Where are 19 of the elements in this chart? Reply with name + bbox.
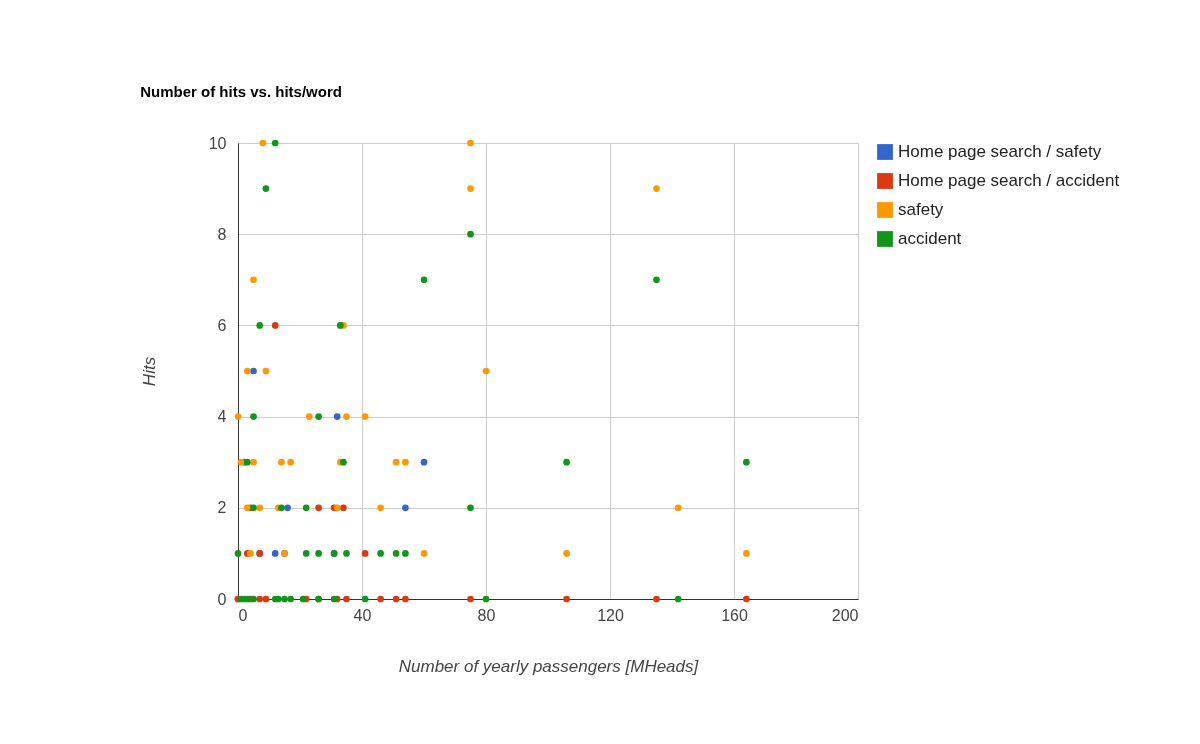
y-tick-label: 0	[217, 590, 227, 608]
y-tick-label: 8	[217, 225, 227, 243]
x-axis-title: Number of yearly passengers [MHeads]	[398, 656, 700, 676]
legend-label: Home page search / safety	[898, 142, 1102, 161]
y-tick-label: 6	[217, 316, 227, 334]
legend-label: safety	[898, 200, 944, 219]
y-tick-label: 10	[208, 134, 227, 152]
chart-title: Number of hits vs. hits/word	[140, 83, 342, 100]
y-axis-title: Hits	[139, 356, 159, 387]
legend-label: accident	[898, 229, 962, 248]
x-tick-label: 160	[721, 606, 748, 624]
x-tick-label: 0	[238, 606, 248, 624]
x-tick-label: 200	[831, 606, 859, 624]
x-tick-label: 40	[353, 606, 372, 624]
x-tick-label: 120	[597, 606, 624, 624]
x-tick-label: 80	[477, 606, 496, 624]
y-tick-label: 2	[217, 499, 227, 517]
y-tick-label: 4	[217, 408, 227, 426]
legend-label: Home page search / accident	[898, 171, 1120, 190]
